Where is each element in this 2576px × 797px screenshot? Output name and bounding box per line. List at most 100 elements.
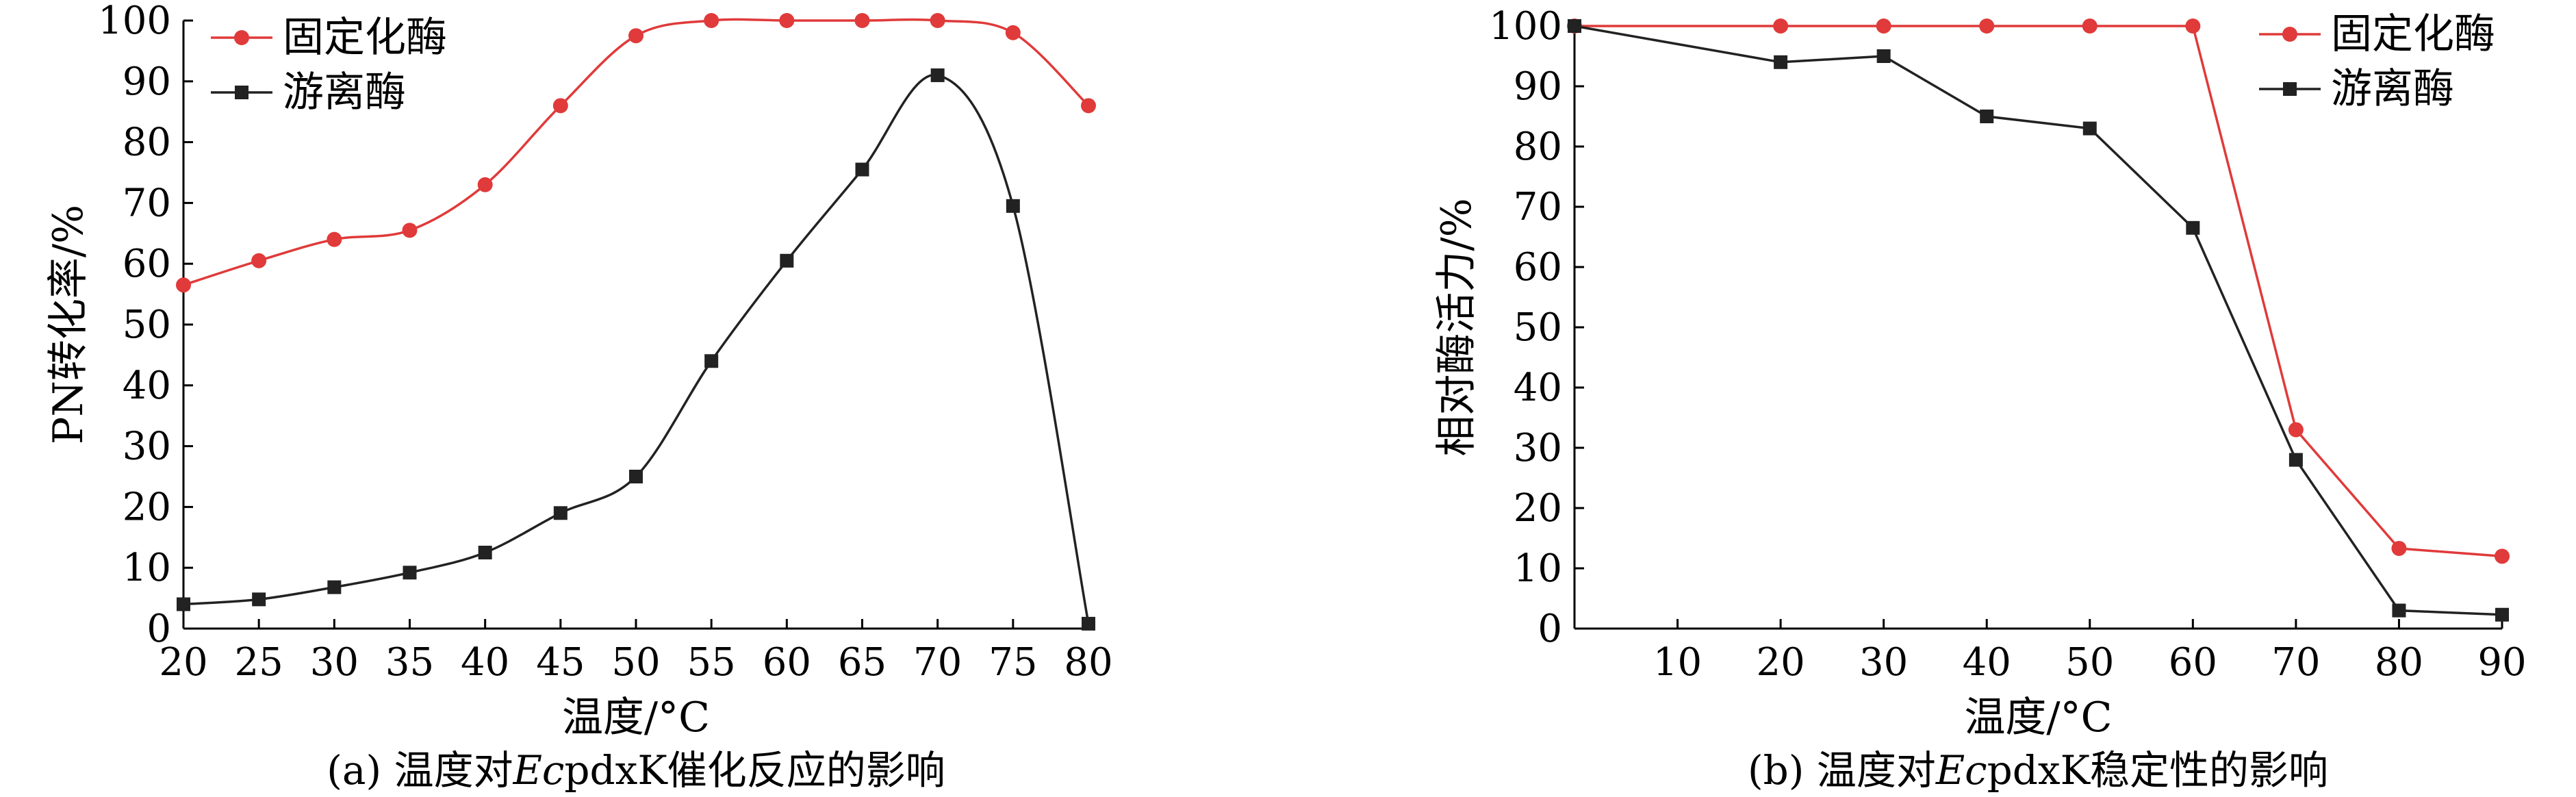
data-point xyxy=(327,231,342,247)
legend-marker xyxy=(235,86,248,99)
y-tick-label: 90 xyxy=(123,60,171,104)
x-tick-label: 50 xyxy=(2065,640,2114,685)
data-point xyxy=(2391,540,2407,556)
data-point xyxy=(2082,121,2097,136)
x-tick-label: 55 xyxy=(687,640,736,685)
data-point xyxy=(1081,98,1096,114)
data-point xyxy=(2082,18,2097,34)
data-point xyxy=(628,28,643,44)
data-point xyxy=(2185,18,2201,34)
x-tick-label: 20 xyxy=(159,640,207,685)
y-tick-label: 30 xyxy=(1514,426,1562,470)
data-point xyxy=(1006,199,1020,213)
x-tick-label: 90 xyxy=(2477,640,2526,685)
data-point xyxy=(1082,616,1095,631)
data-point xyxy=(1005,25,1021,40)
y-tick-label: 70 xyxy=(123,181,171,225)
x-tick-label: 35 xyxy=(385,640,434,685)
legend-label: 游离酶 xyxy=(2331,65,2454,113)
y-tick-label: 50 xyxy=(1514,305,1562,350)
x-axis-title: 温度/°C xyxy=(1964,694,2112,742)
data-point xyxy=(1980,110,1994,123)
y-tick-label: 40 xyxy=(123,364,171,408)
y-tick-label: 20 xyxy=(123,485,171,529)
data-point xyxy=(2288,453,2303,467)
x-tick-label: 30 xyxy=(1859,640,1908,685)
data-point xyxy=(1979,18,1995,34)
data-point xyxy=(930,13,945,28)
x-tick-label: 40 xyxy=(461,640,509,685)
x-tick-label: 50 xyxy=(611,640,660,685)
legend-label: 游离酶 xyxy=(283,68,406,116)
legend-label: 固定化酶 xyxy=(2331,10,2495,58)
y-tick-label: 10 xyxy=(1514,546,1562,591)
data-point xyxy=(177,597,190,611)
x-tick-label: 65 xyxy=(838,640,887,685)
data-point xyxy=(402,223,418,238)
y-tick-label: 70 xyxy=(1514,185,1562,229)
chart-b-temperature-stability: 0 10 20 30 40 50 60 70 80 90 100 10 20 30 40 50 60 70 80 90… xyxy=(1433,4,2527,794)
data-point xyxy=(1773,18,1789,34)
x-tick-label: 40 xyxy=(1963,640,2011,685)
data-point xyxy=(780,253,794,268)
data-point xyxy=(1774,55,1788,69)
x-tick-label: 70 xyxy=(913,640,962,685)
x-axis-title: 温度/°C xyxy=(562,694,710,742)
data-point xyxy=(1568,19,1581,33)
y-tick-label: 80 xyxy=(1514,125,1562,169)
data-point xyxy=(855,162,869,177)
data-point xyxy=(1876,18,1891,34)
y-axis-title: PN转化率/% xyxy=(44,205,92,444)
figure-caption: (b) 温度对EcpdxK稳定性的影响 xyxy=(1748,747,2328,794)
series-line xyxy=(183,73,1090,624)
data-point xyxy=(2495,548,2510,564)
x-tick-label: 30 xyxy=(310,640,359,685)
x-tick-label: 80 xyxy=(2375,640,2423,685)
x-tick-label: 10 xyxy=(1653,640,1702,685)
y-tick-label: 10 xyxy=(123,546,171,590)
legend-marker xyxy=(2282,27,2297,42)
y-tick-label: 30 xyxy=(123,425,171,469)
y-tick-label: 0 xyxy=(1538,607,1562,651)
x-tick-label: 20 xyxy=(1756,640,1805,685)
x-tick-label: 70 xyxy=(2271,640,2320,685)
x-tick-label: 60 xyxy=(2169,640,2217,685)
x-tick-label: 80 xyxy=(1064,640,1112,685)
data-point xyxy=(403,566,417,580)
data-point xyxy=(176,277,191,293)
data-point xyxy=(1876,49,1891,63)
x-tick-label: 45 xyxy=(536,640,585,685)
legend-marker xyxy=(234,30,249,45)
series-line xyxy=(1574,25,2503,616)
x-tick-label: 75 xyxy=(989,640,1037,685)
y-tick-label: 60 xyxy=(1514,245,1562,290)
data-point xyxy=(2392,603,2406,618)
y-tick-label: 80 xyxy=(123,121,171,165)
data-point xyxy=(704,354,719,368)
legend-label: 固定化酶 xyxy=(283,14,447,62)
data-point xyxy=(477,177,493,192)
data-point xyxy=(552,98,568,114)
y-tick-label: 50 xyxy=(123,303,171,347)
data-point xyxy=(2495,607,2509,622)
data-point xyxy=(854,13,870,28)
data-point xyxy=(629,470,643,483)
y-tick-label: 20 xyxy=(1514,486,1562,531)
y-tick-label: 40 xyxy=(1514,366,1562,410)
data-point xyxy=(704,13,719,28)
legend-marker xyxy=(2283,82,2297,96)
chart-a-temperature-conversion: 0 10 20 30 40 50 60 70 80 90 100 20 25 30 35 40 45 50 55 60… xyxy=(44,0,1113,794)
y-tick-label: 90 xyxy=(1514,64,1562,109)
y-tick-label: 60 xyxy=(123,242,171,286)
data-point xyxy=(930,68,945,82)
y-tick-label: 0 xyxy=(146,607,171,651)
y-tick-label: 100 xyxy=(1489,4,1562,49)
data-point xyxy=(553,506,568,520)
figure-caption: (a) 温度对EcpdxK催化反应的影响 xyxy=(327,747,945,794)
y-tick-label: 100 xyxy=(98,0,171,43)
data-point xyxy=(478,546,492,559)
y-axis-title: 相对酶活力/% xyxy=(1433,198,1481,456)
x-tick-label: 60 xyxy=(763,640,811,685)
x-tick-label: 25 xyxy=(235,640,283,685)
